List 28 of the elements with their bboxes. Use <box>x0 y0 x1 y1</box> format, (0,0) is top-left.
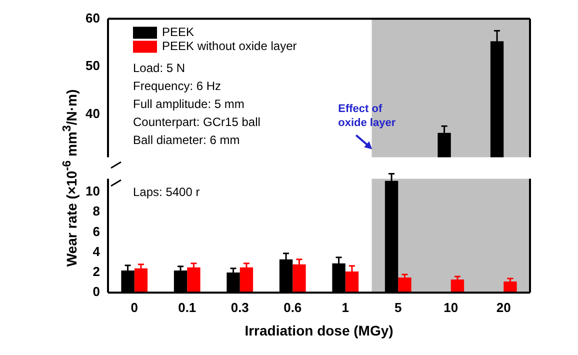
x-tick-label: 0.1 <box>178 300 196 315</box>
annotation: Frequency: 6 Hz <box>133 79 222 94</box>
y-tick-label: 60 <box>86 10 100 26</box>
x-tick-label: 20 <box>496 300 511 315</box>
annotation: Full amplitude: 5 mm <box>133 97 244 112</box>
legend-label: PEEK without oxide layer <box>162 39 297 54</box>
annotation: Ball diameter: 6 mm <box>133 133 240 148</box>
x-tick-label: 1 <box>342 300 349 315</box>
y-tick-label: 10 <box>86 183 100 198</box>
x-tick-label: 0.6 <box>284 300 302 315</box>
annotation: Load: 5 N <box>133 61 186 76</box>
x-axis-title: Irradiation dose (MGy) <box>244 322 394 338</box>
annotation: Effect of oxide layer <box>338 103 396 130</box>
y-tick-label: 0 <box>92 284 100 300</box>
x-tick-label: 5 <box>394 300 402 315</box>
y-tick-label: 6 <box>92 224 100 239</box>
legend-label: PEEK <box>162 25 194 40</box>
annotation: Counterpart: GCr15 ball <box>133 115 260 130</box>
y-tick-label: 50 <box>86 58 100 74</box>
annotation: Laps: 5400 r <box>133 185 200 200</box>
y-tick-label: 4 <box>92 244 101 259</box>
x-tick-label: 10 <box>444 300 458 315</box>
x-tick-label: 0 <box>130 300 138 315</box>
y-tick-label: 40 <box>86 106 100 121</box>
y-tick-label: 2 <box>92 264 100 280</box>
y-tick-label: 8 <box>92 204 100 219</box>
x-tick-label: 0.3 <box>230 300 249 315</box>
bar <box>398 277 412 293</box>
